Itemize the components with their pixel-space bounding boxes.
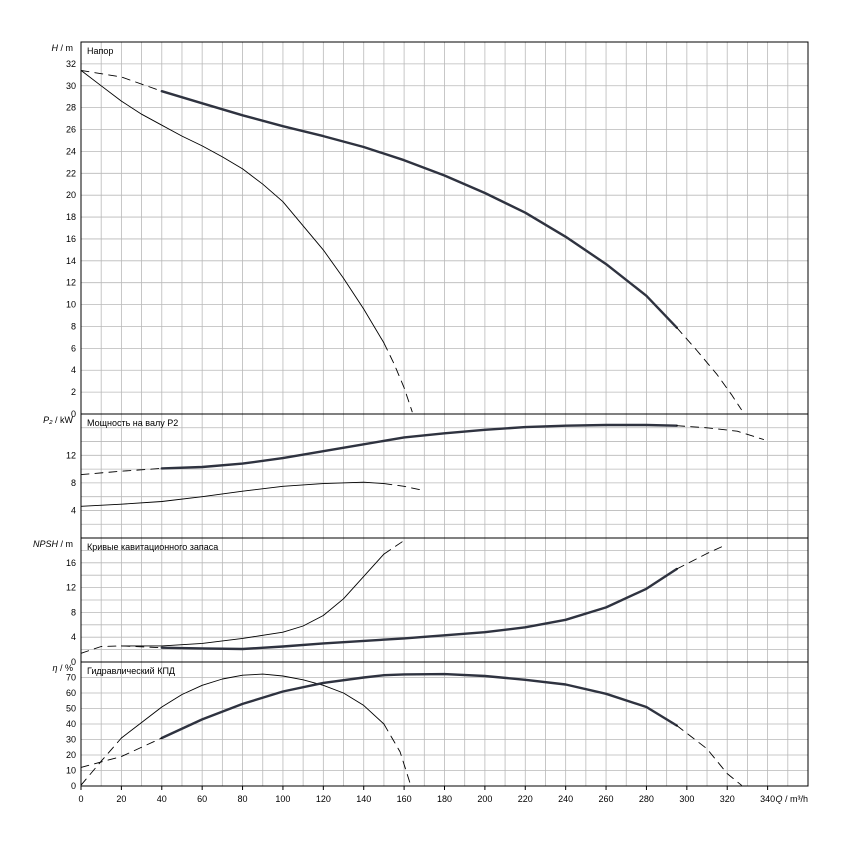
x-tick-label: 200 — [477, 794, 492, 804]
y-axis-label: P₂ / kW — [43, 415, 73, 425]
x-tick-label: 300 — [679, 794, 694, 804]
y-tick-label: 10 — [66, 766, 76, 776]
series-line-thin — [120, 673, 385, 739]
y-tick-label: 22 — [66, 168, 76, 178]
series-line-dashed — [80, 69, 163, 92]
series-line-thick — [160, 672, 678, 740]
y-tick-label: 30 — [66, 81, 76, 91]
y-tick-label: 20 — [66, 190, 76, 200]
x-axis-symbol: Q — [775, 794, 782, 804]
series-line-thick — [160, 567, 678, 651]
y-axis-label: η / % — [52, 663, 73, 673]
panel-title: Напор — [87, 46, 113, 56]
y-tick-label: 8 — [71, 478, 76, 488]
panel-title: Мощность на валу P2 — [87, 418, 178, 428]
y-axis-symbol: H — [52, 43, 59, 53]
x-tick-label: 320 — [720, 794, 735, 804]
x-tick-label: 220 — [518, 794, 533, 804]
x-tick-label: 240 — [558, 794, 573, 804]
y-tick-label: 30 — [66, 735, 76, 745]
y-axis-label: H / m — [52, 43, 74, 53]
y-tick-label: 24 — [66, 146, 76, 156]
y-tick-label: 16 — [66, 234, 76, 244]
y-tick-label: 0 — [71, 781, 76, 791]
y-tick-label: 12 — [66, 450, 76, 460]
x-tick-label: 60 — [197, 794, 207, 804]
y-tick-label: 32 — [66, 59, 76, 69]
y-tick-label: 8 — [71, 607, 76, 617]
panel-title: Гидравлический КПД — [87, 666, 175, 676]
y-tick-label: 8 — [71, 321, 76, 331]
series-line-dashed — [676, 327, 742, 411]
y-axis-unit: / % — [57, 663, 73, 673]
y-tick-label: 28 — [66, 103, 76, 113]
panel-title: Кривые кавитационного запаса — [87, 542, 218, 552]
y-tick-label: 4 — [71, 632, 76, 642]
series-line-dashed — [80, 737, 122, 786]
y-tick-label: 16 — [66, 558, 76, 568]
x-tick-label: 20 — [116, 794, 126, 804]
y-tick-label: 6 — [71, 343, 76, 353]
y-tick-label: 2 — [71, 387, 76, 397]
y-axis-label: NPSH / m — [33, 539, 73, 549]
y-tick-label: 14 — [66, 256, 76, 266]
series-lines — [80, 69, 765, 786]
y-tick-label: 4 — [71, 365, 76, 375]
y-axis-symbol: η — [52, 663, 57, 673]
y-axis-unit: / m — [58, 43, 73, 53]
series-line-dashed — [676, 725, 742, 786]
y-tick-label: 4 — [71, 505, 76, 515]
y-tick-label: 50 — [66, 704, 76, 714]
y-tick-label: 0 — [71, 409, 76, 419]
series-line-thin — [80, 481, 385, 507]
series-line-dashed — [80, 737, 163, 768]
x-tick-label: 340 — [760, 794, 775, 804]
y-tick-label: 12 — [66, 583, 76, 593]
x-tick-label: 100 — [275, 794, 290, 804]
series-line-dashed — [383, 540, 405, 555]
y-tick-label: 0 — [71, 657, 76, 667]
y-axis-unit: / kW — [53, 415, 74, 425]
x-tick-label: 140 — [356, 794, 371, 804]
series-line-thin — [80, 69, 385, 344]
series-line-dashed — [676, 545, 724, 570]
y-axis-symbol: NPSH — [33, 539, 59, 549]
series-line-dashed — [383, 723, 411, 785]
x-tick-label: 80 — [238, 794, 248, 804]
x-tick-label: 280 — [639, 794, 654, 804]
series-line-thick — [160, 90, 678, 329]
series-line-dashed — [80, 645, 163, 654]
series-line-dashed — [676, 425, 765, 440]
x-axis-label: Q / m³/h — [775, 794, 808, 804]
y-tick-label: 20 — [66, 750, 76, 760]
series-line-dashed — [383, 483, 421, 491]
chart-frame — [80, 41, 809, 790]
y-tick-label: 70 — [66, 673, 76, 683]
x-tick-label: 0 — [78, 794, 83, 804]
x-axis-unit: / m³/h — [782, 794, 808, 804]
x-tick-label: 40 — [157, 794, 167, 804]
x-tick-label: 120 — [316, 794, 331, 804]
x-tick-label: 180 — [437, 794, 452, 804]
series-line-dashed — [383, 342, 413, 413]
series-line-thin — [120, 553, 385, 647]
y-tick-label: 10 — [66, 300, 76, 310]
y-tick-label: 18 — [66, 212, 76, 222]
x-tick-label: 160 — [397, 794, 412, 804]
series-line-thick — [160, 423, 678, 470]
y-tick-label: 12 — [66, 278, 76, 288]
y-tick-label: 60 — [66, 688, 76, 698]
y-axis-unit: / m — [58, 539, 73, 549]
y-tick-label: 26 — [66, 125, 76, 135]
y-tick-label: 40 — [66, 719, 76, 729]
x-tick-label: 260 — [599, 794, 614, 804]
y-axis-symbol: P₂ — [43, 415, 53, 425]
